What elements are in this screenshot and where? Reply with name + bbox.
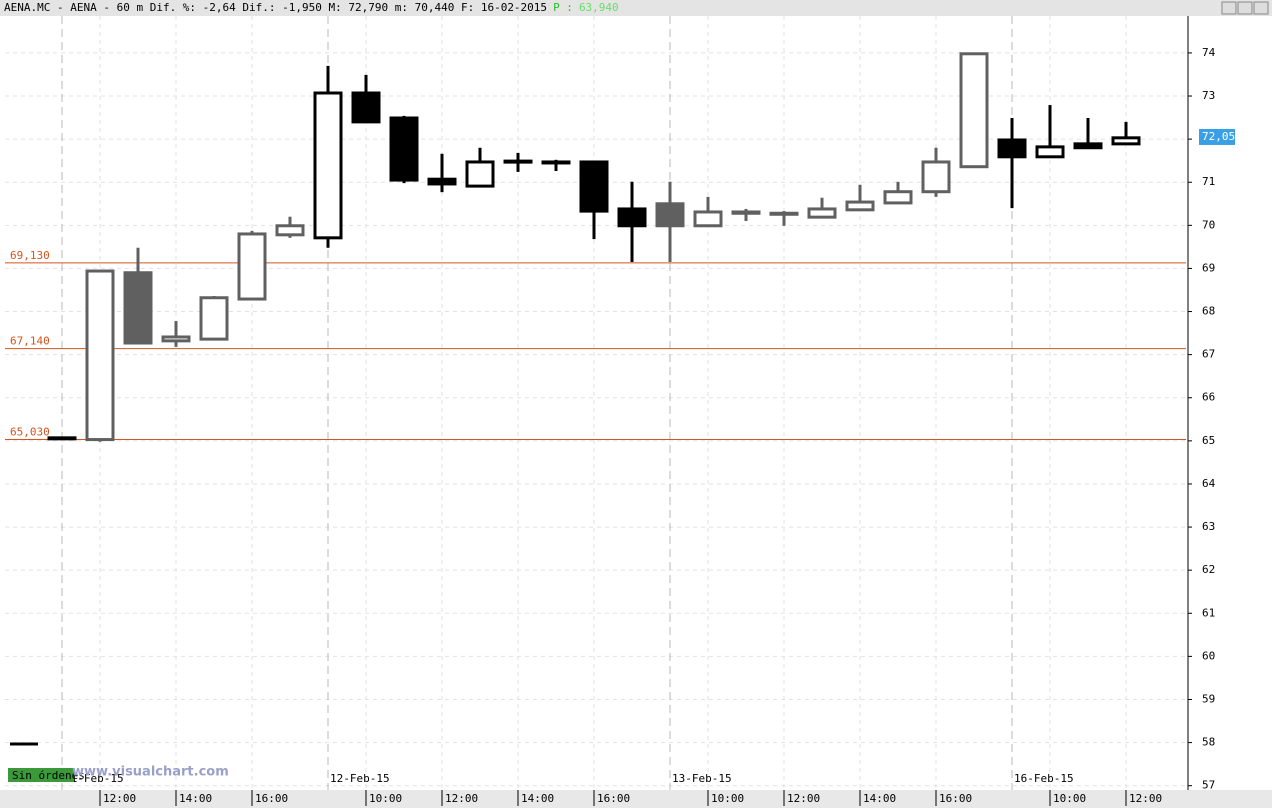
candle-body xyxy=(47,436,77,441)
candle-body xyxy=(845,200,875,212)
x-tick-label: 10:00 xyxy=(369,792,402,805)
header-bar xyxy=(0,0,1272,16)
candle-body xyxy=(807,207,837,219)
last-price-label: 72,05 xyxy=(1202,130,1235,143)
date-label: 16-Feb-15 xyxy=(1014,772,1074,785)
chart-title: AENA.MC - AENA - 60 m Dif. %: -2,64 Dif.… xyxy=(4,1,547,14)
candle-body xyxy=(997,138,1027,159)
candle-body xyxy=(579,160,609,213)
candle-body xyxy=(883,190,913,205)
x-tick-label: 12:00 xyxy=(787,792,820,805)
x-tick-label: 12:00 xyxy=(103,792,136,805)
candle-body xyxy=(503,159,533,164)
close-button[interactable] xyxy=(1253,1,1269,15)
y-tick-label: 67 xyxy=(1202,348,1215,361)
candle-body xyxy=(693,210,723,228)
candle-body xyxy=(769,211,799,216)
x-tick-label: 10:00 xyxy=(711,792,744,805)
candle-body xyxy=(1035,145,1065,159)
x-axis-bar xyxy=(0,790,1272,808)
y-tick-label: 61 xyxy=(1202,606,1215,619)
candle-body xyxy=(655,202,685,228)
minimize-button[interactable] xyxy=(1221,1,1237,15)
y-tick-label: 58 xyxy=(1202,736,1215,749)
last-price-box xyxy=(1199,128,1235,145)
candle-body xyxy=(921,160,951,194)
y-tick-label: 71 xyxy=(1202,175,1215,188)
subtitle-value: 63,940 xyxy=(579,1,619,14)
x-tick-label: 12:00 xyxy=(445,792,478,805)
date-label: 13-Feb-15 xyxy=(672,772,732,785)
y-tick-label: 65 xyxy=(1202,434,1215,447)
x-tick-label: 16:00 xyxy=(939,792,972,805)
y-tick-label: 59 xyxy=(1202,692,1215,705)
candle-body xyxy=(161,335,191,343)
y-tick-label: 66 xyxy=(1202,391,1215,404)
y-tick-label: 63 xyxy=(1202,520,1215,533)
date-label: 12-Feb-15 xyxy=(330,772,390,785)
candle-body xyxy=(617,207,647,228)
candle-body xyxy=(351,91,381,124)
maximize-button[interactable] xyxy=(1237,1,1253,15)
x-tick-label: 14:00 xyxy=(521,792,554,805)
candle-body xyxy=(959,52,989,169)
level-label: 65,030 xyxy=(10,426,50,439)
subtitle: P : xyxy=(553,1,573,14)
candle-body xyxy=(1111,136,1141,146)
candle-body xyxy=(731,210,761,215)
candle-body xyxy=(85,269,115,442)
candle-body xyxy=(237,232,267,301)
x-tick-label: 14:00 xyxy=(863,792,896,805)
y-tick-label: 74 xyxy=(1202,46,1216,59)
y-tick-label: 60 xyxy=(1202,649,1215,662)
watermark: www.visualchart.com xyxy=(72,765,229,780)
candle-body xyxy=(541,160,571,165)
y-tick-label: 69 xyxy=(1202,261,1215,274)
x-tick-label: 16:00 xyxy=(255,792,288,805)
window-buttons xyxy=(1221,1,1269,15)
y-tick-label: 64 xyxy=(1202,477,1216,490)
candle-body xyxy=(389,116,419,182)
candle-body xyxy=(1073,142,1103,150)
x-tick-label: 14:00 xyxy=(179,792,212,805)
candle-body xyxy=(427,177,457,186)
level-label: 67,140 xyxy=(10,335,50,348)
date-label: 11-Feb-15 xyxy=(64,772,124,785)
y-tick-label: 62 xyxy=(1202,563,1215,576)
y-tick-label: 73 xyxy=(1202,89,1215,102)
level-label: 69,130 xyxy=(10,249,50,262)
y-tick-label: 68 xyxy=(1202,305,1215,318)
x-tick-label: 10:00 xyxy=(1053,792,1086,805)
y-tick-label: 57 xyxy=(1202,779,1215,792)
candle-body xyxy=(313,91,343,240)
x-tick-label: 16:00 xyxy=(597,792,630,805)
orders-label: Sin órdenes xyxy=(12,769,85,782)
candles xyxy=(47,52,1141,442)
x-tick-label: 12:00 xyxy=(1129,792,1162,805)
candle-body xyxy=(199,296,229,341)
orders-box[interactable] xyxy=(8,768,74,782)
y-tick-label: 70 xyxy=(1202,218,1215,231)
candle-body xyxy=(123,271,153,345)
candle-body xyxy=(465,160,495,188)
candle-body xyxy=(275,224,305,237)
